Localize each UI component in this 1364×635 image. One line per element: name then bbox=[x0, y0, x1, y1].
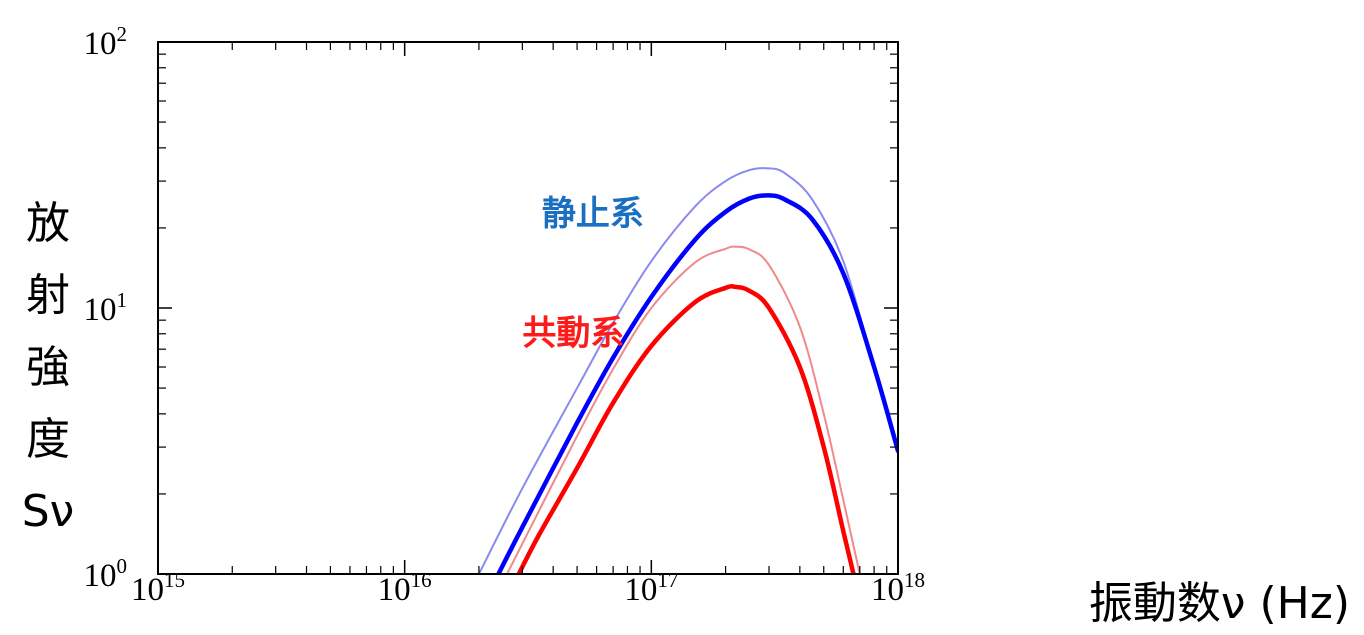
x-tick-label-2: 1017 bbox=[624, 568, 678, 608]
series-group bbox=[477, 167, 898, 574]
y-axis-label-char: Sν bbox=[22, 486, 75, 537]
y-axis-label-char: 強 bbox=[26, 342, 70, 393]
y-axis-label-char: 度 bbox=[26, 414, 70, 465]
y-tick-label-2: 102 bbox=[84, 22, 128, 62]
plot-frame bbox=[157, 41, 899, 575]
y-axis-label-char: 放 bbox=[26, 198, 70, 249]
annotation-label-2: 共動系 bbox=[522, 313, 624, 353]
series-line-4 bbox=[516, 284, 856, 574]
minor-ticks bbox=[158, 42, 898, 574]
y-axis-label-char: 射 bbox=[26, 270, 70, 321]
series-line-3 bbox=[506, 245, 861, 574]
x-tick-label-1: 1016 bbox=[378, 568, 432, 608]
y-tick-label-0: 100 bbox=[84, 554, 128, 594]
series-line-2 bbox=[496, 193, 898, 574]
y-tick-label-1: 101 bbox=[84, 288, 128, 328]
annotation-label-1: 静止系 bbox=[542, 194, 644, 234]
major-ticks bbox=[157, 41, 899, 575]
x-tick-label-3: 1018 bbox=[871, 568, 925, 608]
tick-labels: 1015 1016 1017 1018 100 101 102 bbox=[84, 22, 926, 608]
series-line-1 bbox=[477, 167, 898, 574]
x-axis-label: 振動数ν (Hz) bbox=[1089, 578, 1350, 629]
x-tick-label-0: 1015 bbox=[131, 568, 185, 608]
